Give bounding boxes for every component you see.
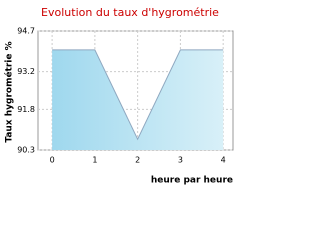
area xyxy=(52,49,224,150)
page: Evolution du taux d'hygrométrie heure pa… xyxy=(3,6,234,186)
y-axis-label: Taux hygrométrie % xyxy=(4,41,15,142)
y-tick-label: 94.7 xyxy=(17,27,35,36)
chart: Evolution du taux d'hygrométrie heure pa… xyxy=(4,6,234,186)
x-tick-label: 1 xyxy=(92,156,97,165)
y-tick-label: 91.8 xyxy=(17,105,35,114)
y-tick-label: 90.3 xyxy=(17,146,35,155)
x-tick-label: 0 xyxy=(50,156,55,165)
x-tick-label: 3 xyxy=(178,156,183,165)
x-tick-label: 4 xyxy=(221,156,226,165)
y-tick-label: 93.2 xyxy=(17,67,35,76)
line xyxy=(52,49,224,141)
x-axis-label: heure par heure xyxy=(151,176,233,186)
x-tick-label: 2 xyxy=(135,156,140,165)
chart-title: Evolution du taux d'hygrométrie xyxy=(41,6,219,19)
